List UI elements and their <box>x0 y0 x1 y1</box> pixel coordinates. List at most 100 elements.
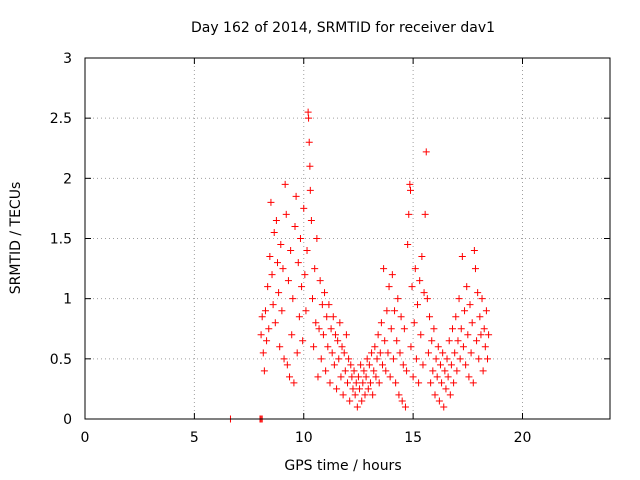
data-point <box>363 355 371 363</box>
data-point <box>461 307 469 315</box>
data-point <box>482 307 490 315</box>
data-point <box>456 355 464 363</box>
data-point <box>469 379 477 387</box>
data-point <box>272 216 280 224</box>
data-point <box>391 307 399 315</box>
data-point <box>295 313 303 321</box>
data-point <box>341 367 349 375</box>
data-point <box>419 361 427 369</box>
data-point <box>439 349 447 357</box>
data-point <box>352 379 360 387</box>
data-point <box>440 403 448 411</box>
data-point <box>306 186 314 194</box>
chart-title: Day 162 of 2014, SRMTID for receiver dav… <box>191 20 495 36</box>
data-point <box>408 283 416 291</box>
data-point <box>335 355 343 363</box>
data-point <box>315 325 323 333</box>
data-point <box>353 403 361 411</box>
x-tick-label: 15 <box>404 430 422 446</box>
data-point <box>388 271 396 279</box>
data-point <box>282 210 290 218</box>
data-point <box>394 295 402 303</box>
data-point <box>351 391 359 399</box>
data-point <box>324 343 332 351</box>
data-point <box>337 373 345 381</box>
data-point <box>292 192 300 200</box>
data-point <box>365 361 373 369</box>
y-tick-label: 0.5 <box>50 352 72 368</box>
data-point <box>396 349 404 357</box>
data-point <box>330 361 338 369</box>
x-tick-label: 10 <box>295 430 313 446</box>
data-point <box>481 343 489 351</box>
data-point <box>310 343 318 351</box>
data-point <box>328 349 336 357</box>
data-point <box>372 373 380 381</box>
data-point <box>477 331 485 339</box>
y-tick-label: 3 <box>63 51 72 67</box>
data-point <box>464 331 472 339</box>
data-point <box>424 349 432 357</box>
data-point <box>374 331 382 339</box>
data-point <box>479 367 487 375</box>
data-point <box>306 162 314 170</box>
data-point <box>313 235 321 242</box>
x-axis-label: GPS time / hours <box>284 458 401 474</box>
data-point <box>270 228 278 236</box>
plot-frame <box>84 57 611 420</box>
data-point <box>291 222 299 230</box>
data-point <box>325 301 333 309</box>
data-point <box>485 331 493 339</box>
y-axis-label: SRMTID / TECUs <box>8 182 24 295</box>
grid-lines <box>85 58 610 419</box>
data-point <box>346 397 354 405</box>
data-point <box>420 289 428 297</box>
data-point <box>362 373 370 381</box>
data-point <box>318 301 326 309</box>
data-point <box>287 247 295 255</box>
data-point <box>326 379 334 387</box>
data-point <box>452 313 460 321</box>
data-point <box>344 379 351 387</box>
data-point <box>293 349 301 357</box>
data-point <box>350 367 358 375</box>
data-point <box>395 391 403 399</box>
data-point <box>322 367 330 375</box>
data-point <box>271 319 279 327</box>
data-point <box>360 367 368 375</box>
data-point <box>281 180 289 188</box>
y-tick-labels: 0 0.5 1 1.5 2 2.5 3 <box>50 51 72 428</box>
data-point <box>331 331 339 339</box>
data-point <box>453 367 461 375</box>
data-point <box>389 355 397 363</box>
data-point <box>348 373 356 381</box>
data-point <box>257 331 265 339</box>
data-point <box>317 355 325 363</box>
x-tick-label: 20 <box>514 430 532 446</box>
data-point <box>458 253 466 261</box>
data-point <box>267 198 275 206</box>
data-point <box>414 301 421 309</box>
data-point <box>407 186 414 194</box>
data-point <box>379 361 386 369</box>
data-point <box>476 313 484 321</box>
data-point <box>450 379 458 387</box>
data-point <box>397 313 405 321</box>
data-point <box>383 307 391 315</box>
data-point <box>392 379 400 387</box>
data-point <box>407 343 415 351</box>
data-point <box>421 210 429 218</box>
data-point <box>430 325 438 333</box>
data-point <box>349 385 357 393</box>
data-point <box>260 367 268 375</box>
data-point <box>354 373 362 381</box>
y-tick-label: 2 <box>63 171 72 187</box>
data-point <box>279 265 287 273</box>
data-point <box>319 331 327 339</box>
data-point <box>299 337 307 345</box>
data-point <box>340 349 348 357</box>
data-point <box>373 355 381 363</box>
data-point <box>433 373 441 381</box>
data-point <box>305 138 313 146</box>
data-point <box>475 355 483 363</box>
